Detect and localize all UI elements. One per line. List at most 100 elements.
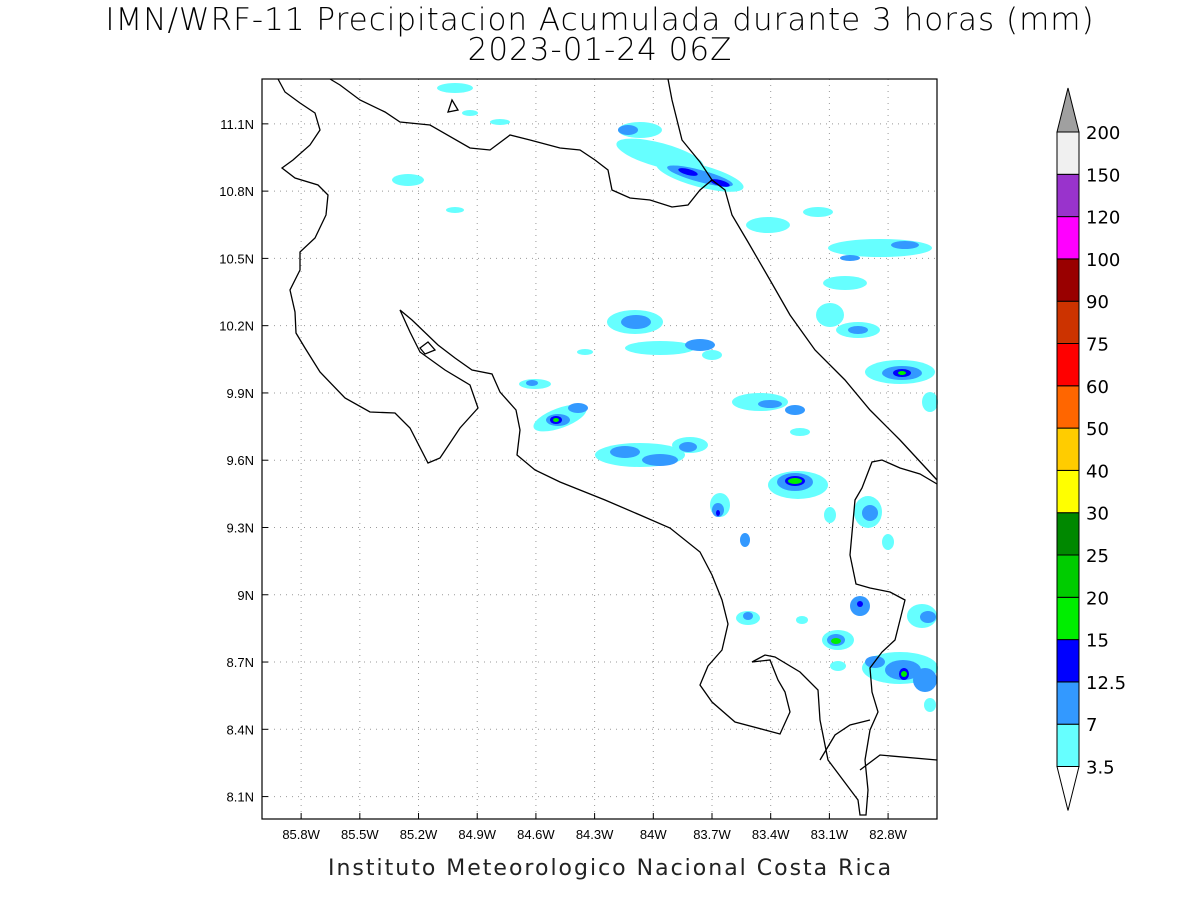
colorbar-swatch [1056,723,1080,768]
colorbar-swatch [1056,131,1080,175]
colorbar-label: 40 [1086,461,1109,482]
precip-area [788,478,802,484]
lat-tick-label: 9N [237,588,254,603]
precip-area [758,400,782,408]
longitude-axis: 85.8W 85.5W 85.2W 84.9W 84.6W 84.3W 84W 83.7W 83… [282,813,908,842]
precip-area [618,125,638,135]
lon-tick-label: 84.6W [517,827,555,842]
latitude-axis: 8.1N 8.4N 8.7N 9N 9.3N 9.6N 9.9N 10.2N 10.5N 10.8… [219,117,268,805]
colorbar-swatch [1056,216,1080,260]
colorbar-label: 30 [1086,504,1109,525]
lon-tick-label: 84.9W [458,827,496,842]
lon-tick-label: 83.1W [811,827,849,842]
precip-area [828,239,932,257]
lat-tick-label: 8.7N [227,655,254,670]
lat-tick-label: 8.1N [227,790,254,805]
precip-area [796,616,808,624]
precip-area [446,207,464,213]
lat-tick-label: 9.9N [227,386,254,401]
colorbar-swatch [1056,427,1080,471]
map-panel: 85.8W 85.5W 85.2W 84.9W 84.6W 84.3W 84W 83.7W 83… [219,78,938,842]
colorbar-label: 50 [1086,419,1109,440]
precip-area [746,217,790,233]
lat-tick-label: 9.6N [227,453,254,468]
lon-tick-label: 84.3W [576,827,614,842]
lon-tick-label: 85.5W [341,827,379,842]
colorbar-legend: 3.5 7 12.5 15 20 25 30 40 50 60 75 90 100 120 150 200 [1056,87,1126,811]
lat-tick-label: 10.2N [219,319,254,334]
precip-area [702,350,722,360]
precip-area [437,83,473,93]
precip-area [840,255,860,261]
colorbar-swatch [1056,596,1080,641]
precip-area [568,403,588,413]
lon-tick-label: 83.7W [693,827,731,842]
colorbar-swatch [1056,512,1080,556]
precip-area [490,119,510,125]
precip-area [901,671,907,677]
precip-area [679,442,697,452]
map-subtitle-datetime: 2023-01-24 06Z [467,32,733,68]
colorbar-max-arrow [1056,87,1080,133]
precip-area [882,534,894,550]
precip-area [716,510,720,516]
precip-area [678,168,698,176]
lat-tick-label: 10.8N [219,184,254,199]
precip-area [824,507,836,523]
precip-area [553,418,559,422]
precip-area [790,428,810,436]
precip-area [621,315,651,329]
colorbar-swatch [1056,173,1080,218]
precip-area [898,371,906,375]
colorbar-swatch [1056,343,1080,387]
precip-area [610,446,640,458]
colorbar-min-arrow [1056,766,1080,811]
precip-area [785,405,805,415]
precip-area [891,241,919,249]
precip-area [392,174,424,186]
colorbar-label: 200 [1086,123,1120,144]
colorbar-swatch [1056,554,1080,598]
map-title: IMN/WRF-11 Precipitacion Acumulada duran… [105,2,1095,38]
precip-area [577,349,593,355]
precip-area [862,505,878,521]
lat-tick-label: 8.4N [227,722,254,737]
precipitation-field [392,83,938,712]
colorbar-swatch [1056,639,1080,683]
lon-tick-label: 83.4W [752,827,790,842]
precip-area [857,601,863,607]
colorbar-label: 20 [1086,588,1109,609]
colorbar-label: 90 [1086,292,1109,313]
coastlines [277,78,938,816]
precip-area [831,638,841,644]
lat-tick-label: 9.3N [227,520,254,535]
lon-tick-label: 84W [640,827,667,842]
colorbar-swatch [1056,469,1080,514]
colorbar-swatch [1056,258,1080,302]
precip-area [830,661,846,671]
precip-area [848,326,868,334]
colorbar-label: 150 [1086,165,1120,186]
precip-area [803,207,833,217]
precip-area [913,668,937,692]
colorbar-label: 12.5 [1086,673,1126,694]
colorbar-label: 3.5 [1086,758,1115,779]
precip-area [685,339,715,351]
colorbar-label: 7 [1086,715,1097,736]
lon-tick-label: 85.2W [400,827,438,842]
lon-tick-label: 82.8W [869,827,907,842]
lon-tick-label: 85.8W [282,827,320,842]
precip-area [823,276,867,290]
lat-tick-label: 10.5N [219,251,254,266]
precip-area [642,454,678,466]
colorbar-label: 75 [1086,335,1109,356]
precip-area [710,179,730,187]
precip-area [743,612,753,620]
precip-area [526,380,538,386]
colorbar-label: 100 [1086,250,1120,271]
colorbar-swatch [1056,300,1080,345]
colorbar-label: 25 [1086,546,1109,567]
colorbar-label: 15 [1086,631,1109,652]
precip-area [625,341,695,355]
